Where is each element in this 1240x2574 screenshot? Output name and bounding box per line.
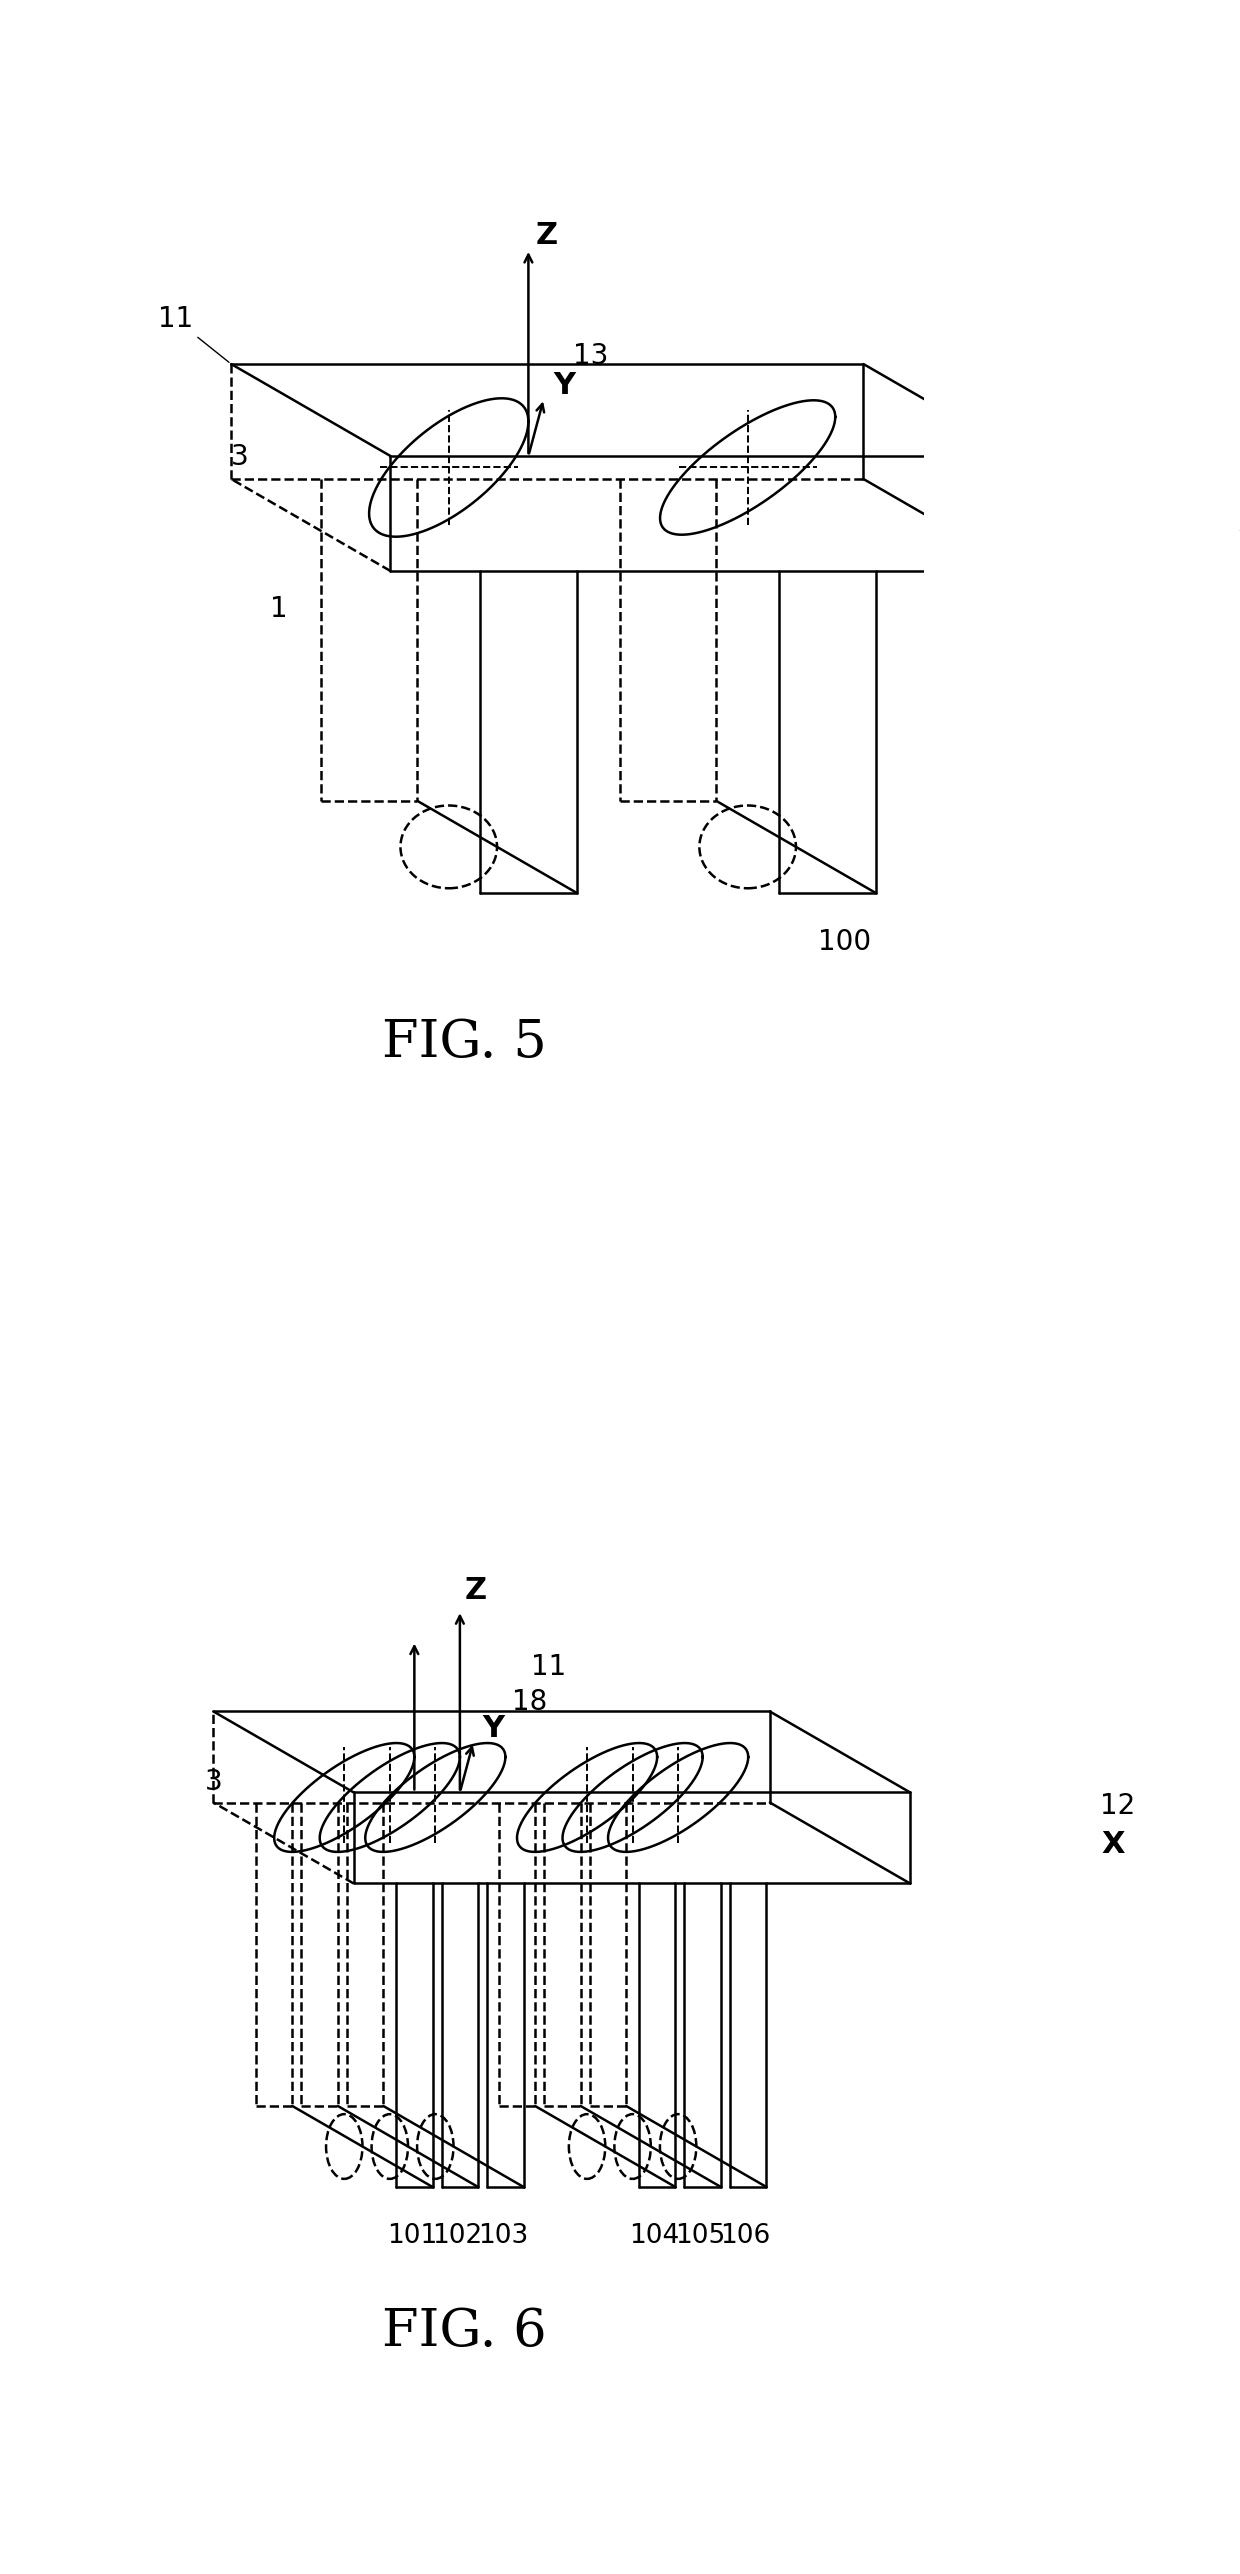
- Text: 102: 102: [433, 2224, 482, 2250]
- Text: FIG. 6: FIG. 6: [382, 2306, 547, 2358]
- Text: Z: Z: [465, 1575, 486, 1606]
- Text: 3: 3: [205, 1768, 223, 1797]
- Text: 106: 106: [720, 2224, 771, 2250]
- Text: Y: Y: [553, 371, 575, 399]
- Text: 100: 100: [818, 929, 872, 958]
- Text: 12: 12: [1238, 471, 1240, 499]
- Text: 1: 1: [270, 595, 288, 623]
- Text: 103: 103: [477, 2224, 528, 2250]
- Text: Y: Y: [482, 1714, 505, 1743]
- Text: 101: 101: [387, 2224, 436, 2250]
- Text: Z: Z: [536, 221, 558, 250]
- Text: 12: 12: [1100, 1792, 1135, 1820]
- Text: 105: 105: [675, 2224, 725, 2250]
- Text: FIG. 5: FIG. 5: [382, 1017, 547, 1068]
- Text: 13: 13: [573, 342, 609, 371]
- Text: 11: 11: [531, 1653, 565, 1681]
- Text: 18: 18: [512, 1689, 547, 1717]
- Text: 104: 104: [630, 2224, 680, 2250]
- Text: X: X: [1101, 1830, 1125, 1858]
- Text: 11: 11: [157, 306, 229, 363]
- Text: 3: 3: [231, 443, 248, 471]
